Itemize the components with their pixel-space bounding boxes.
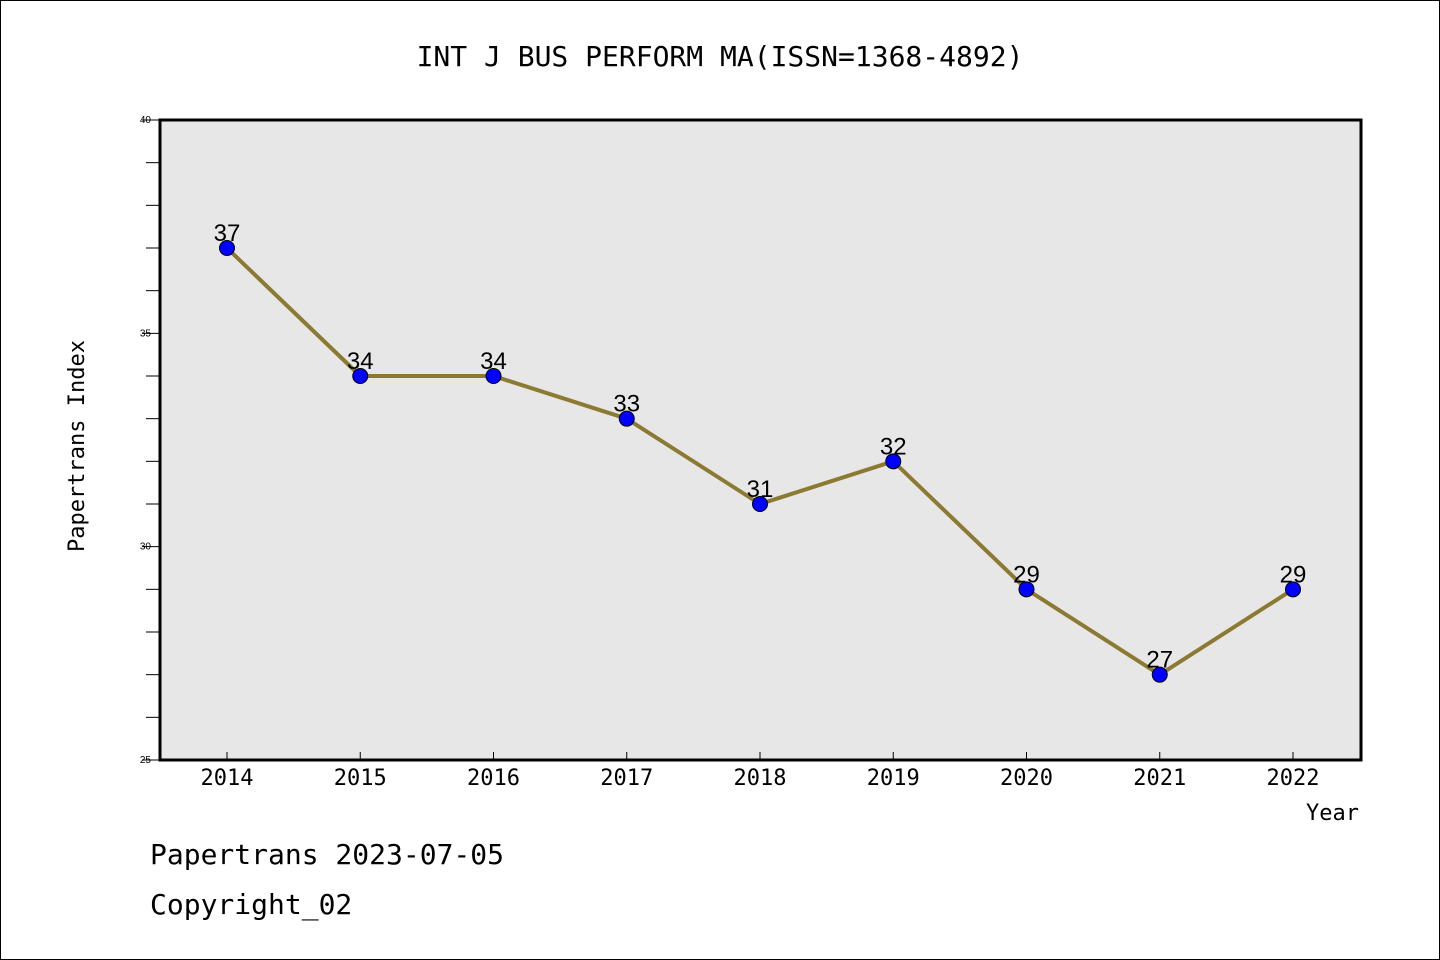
y-tick-label: 25 [140,755,152,766]
x-tick-label: 2021 [1133,766,1186,791]
x-tick-label: 2014 [201,766,254,791]
data-label: 32 [880,433,907,460]
x-tick-label: 2018 [734,766,787,791]
x-tick-label: 2017 [600,766,653,791]
markers-layer [219,240,1301,683]
footer-source: Papertrans 2023-07-05 [150,838,504,871]
x-axis: 2014 2015 2016 2017 2018 2019 2020 2021 2022 [201,752,1320,791]
footer-copyright: Copyright_02 [150,888,352,922]
x-tick-label: 2019 [867,766,920,791]
data-point [219,240,235,256]
data-point [1151,666,1168,683]
data-labels-layer: 37 34 34 33 31 32 29 27 29 [214,220,1307,674]
x-tick-label: 2022 [1267,766,1320,791]
data-point [485,368,502,384]
x-tick-label: 2015 [334,766,387,791]
data-label: 37 [214,220,241,247]
data-point [752,496,768,512]
y-tick-label: 30 [140,542,152,553]
data-point [1285,581,1301,598]
data-point [885,453,902,470]
x-tick-label: 2020 [1000,766,1053,791]
data-label: 33 [613,391,640,418]
plot-border [158,118,1363,762]
data-point [1018,581,1035,598]
y-tick-label: 40 [140,115,152,126]
x-axis-label: Year [1306,801,1359,826]
y-axis-label: Papertrans Index [65,340,90,552]
data-label: 31 [747,476,774,503]
plot-area [160,120,1361,760]
y-tick-label: 35 [140,328,152,339]
y-axis: 25 30 35 40 [140,115,160,766]
data-label: 34 [347,348,374,375]
chart-title: INT J BUS PERFORM MA(ISSN=1368-4892) [417,40,1024,73]
x-tick-label: 2016 [467,766,520,791]
data-label: 29 [1280,561,1307,588]
data-label: 27 [1146,647,1173,674]
data-label: 34 [480,348,507,375]
data-label: 29 [1013,561,1040,588]
data-point [618,410,635,427]
data-point [352,368,369,384]
